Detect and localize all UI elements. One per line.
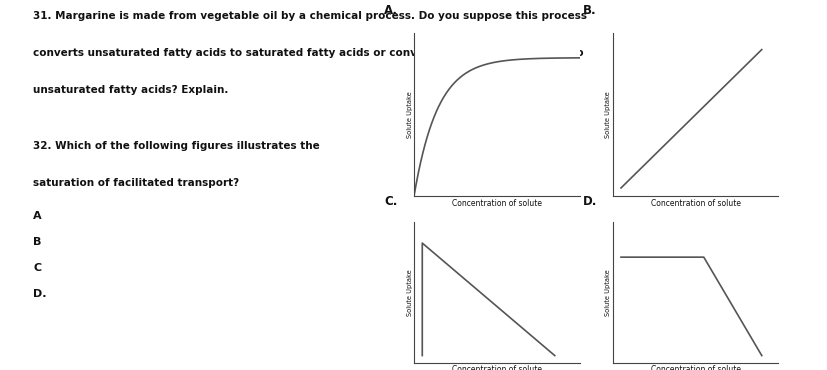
X-axis label: Concentration of solute: Concentration of solute [452, 366, 541, 370]
Y-axis label: Solute Uptake: Solute Uptake [605, 269, 610, 316]
X-axis label: Concentration of solute: Concentration of solute [452, 199, 541, 208]
Text: unsaturated fatty acids? Explain.: unsaturated fatty acids? Explain. [33, 85, 228, 95]
Text: A.: A. [384, 4, 398, 17]
X-axis label: Concentration of solute: Concentration of solute [650, 199, 739, 208]
Y-axis label: Solute Uptake: Solute Uptake [605, 91, 610, 138]
Text: converts unsaturated fatty acids to saturated fatty acids or converts saturated : converts unsaturated fatty acids to satu… [33, 48, 583, 58]
Y-axis label: Solute Uptake: Solute Uptake [406, 91, 412, 138]
Text: 32. Which of the following figures illustrates the: 32. Which of the following figures illus… [33, 141, 319, 151]
Text: C: C [33, 263, 41, 273]
Text: C.: C. [384, 195, 397, 208]
Text: saturation of facilitated transport?: saturation of facilitated transport? [33, 178, 239, 188]
Text: D.: D. [33, 289, 46, 299]
Y-axis label: Solute Uptake: Solute Uptake [406, 269, 412, 316]
X-axis label: Concentration of solute: Concentration of solute [650, 366, 739, 370]
Text: B: B [33, 237, 41, 247]
Text: A: A [33, 211, 41, 221]
Text: 31. Margarine is made from vegetable oil by a chemical process. Do you suppose t: 31. Margarine is made from vegetable oil… [33, 11, 586, 21]
Text: B.: B. [582, 4, 595, 17]
Text: D.: D. [582, 195, 596, 208]
